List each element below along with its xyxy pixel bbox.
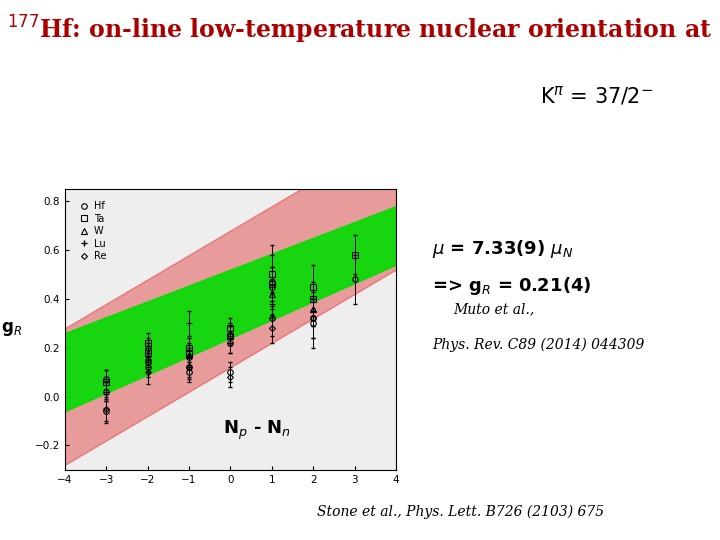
Text: K$^{\pi}$ = 37/2$^{-}$: K$^{\pi}$ = 37/2$^{-}$ xyxy=(540,84,653,107)
Text: => g$_{R}$ = 0.21(4): => g$_{R}$ = 0.21(4) xyxy=(432,275,592,298)
Text: N$_p$ - N$_n$: N$_p$ - N$_n$ xyxy=(222,419,291,442)
Legend: Hf, Ta, W, Lu, Re: Hf, Ta, W, Lu, Re xyxy=(76,199,108,263)
Text: g$_R$: g$_R$ xyxy=(1,320,22,339)
Text: Stone et al., Phys. Lett. B726 (2103) 675: Stone et al., Phys. Lett. B726 (2103) 67… xyxy=(317,505,604,519)
Text: $\mu$ = 7.33(9) $\mu_{N}$: $\mu$ = 7.33(9) $\mu_{N}$ xyxy=(432,238,574,260)
Text: Phys. Rev. C89 (2014) 044309: Phys. Rev. C89 (2014) 044309 xyxy=(432,338,644,352)
Text: Muto et al.,: Muto et al., xyxy=(454,302,535,316)
Text: $^{177}$Hf: on-line low-temperature nuclear orientation at ISOLDE: $^{177}$Hf: on-line low-temperature nucl… xyxy=(7,14,720,46)
